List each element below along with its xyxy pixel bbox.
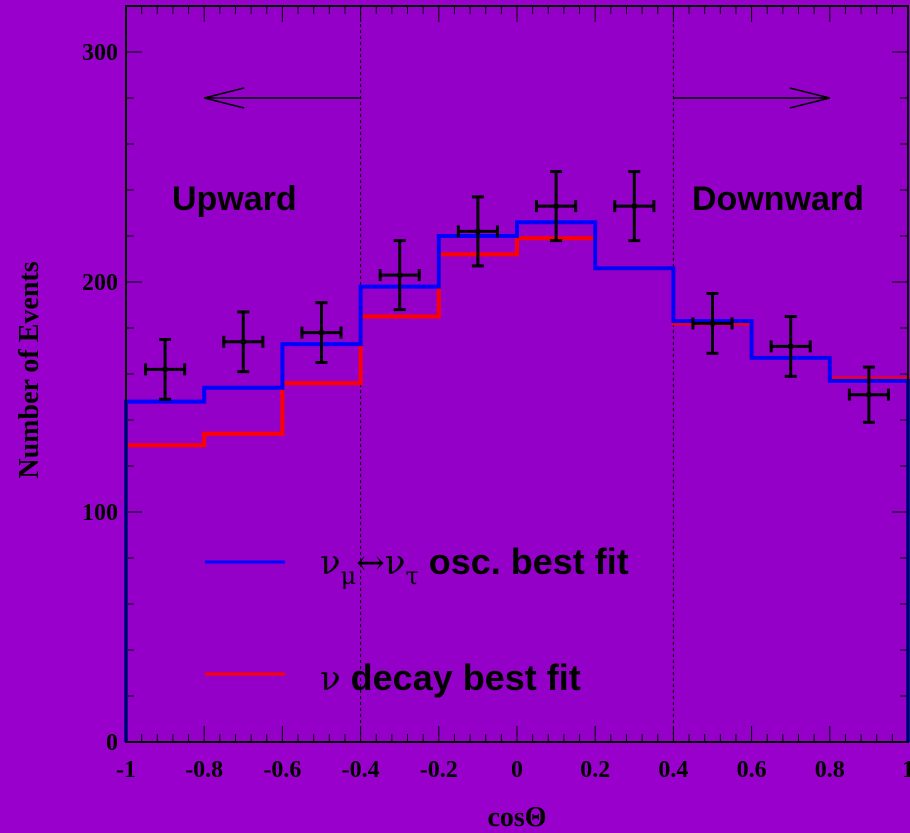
data-point: [456, 195, 499, 268]
upward-label: Upward: [172, 180, 297, 218]
point-marker: [709, 320, 716, 327]
y-tick-label: 0: [106, 730, 118, 756]
x-tick-label: -1: [116, 757, 136, 783]
y-tick-label: 300: [82, 40, 118, 66]
legend-osc-suffix: osc. best fit: [419, 541, 629, 582]
point-marker: [787, 343, 794, 350]
point-marker: [318, 329, 325, 336]
legend-osc-nu1: ν: [320, 543, 341, 583]
data-point: [691, 292, 734, 355]
plot-frame: [125, 5, 909, 743]
legend-osc-nu2: ν: [385, 543, 406, 583]
legend-osc-arrow: ↔: [356, 543, 385, 583]
x-tick-label: 0.4: [658, 757, 688, 783]
x-tick-label: 0.2: [580, 757, 610, 783]
data-point: [222, 310, 265, 374]
point-marker: [865, 391, 872, 398]
point-marker: [631, 203, 638, 210]
point-marker: [474, 228, 481, 235]
point-marker: [553, 203, 560, 210]
data-point: [613, 170, 656, 243]
legend-osc-label: νμ↔ντ osc. best fit: [320, 541, 629, 590]
x-axis-title: cosΘ: [487, 802, 546, 833]
point-marker: [240, 338, 247, 345]
legend-osc-sub1: μ: [341, 562, 357, 590]
legend-decay-label: ν decay best fit: [320, 657, 581, 699]
legend: νμ↔ντ osc. best fit ν decay best fit: [205, 541, 629, 699]
direction-arrows: [204, 87, 830, 109]
data-point: [378, 239, 421, 312]
point-marker: [396, 272, 403, 279]
data-point: [144, 338, 187, 401]
data-point: [535, 170, 578, 243]
x-tick-label: 0.6: [737, 757, 767, 783]
tick-labels: -1 -0.8 -0.6 -0.4 -0.2 0 0.2 0.4 0.6 0.8 1 0 100 200 3…: [82, 40, 910, 783]
data-point: [300, 301, 343, 364]
data-points: [144, 170, 890, 424]
legend-osc-sub2: τ: [405, 562, 418, 590]
plot-area: [126, 6, 908, 742]
point-marker: [162, 366, 169, 373]
x-tick-label: -0.8: [185, 757, 223, 783]
y-axis-title: Number of Events: [14, 261, 45, 478]
y-tick-label: 100: [82, 500, 118, 526]
x-tick-label: 0.8: [815, 757, 845, 783]
upward-arrow-head: [204, 87, 245, 109]
x-tick-label: 0: [511, 757, 523, 783]
downward-label: Downward: [692, 180, 864, 218]
downward-arrow-head: [789, 87, 830, 109]
legend-decay-suffix: decay best fit: [341, 657, 581, 698]
x-tick-label: -0.6: [263, 757, 301, 783]
data-point: [847, 365, 890, 424]
x-tick-label: -0.2: [420, 757, 458, 783]
data-point: [769, 315, 812, 378]
x-tick-label: -0.4: [342, 757, 380, 783]
y-tick-label: 200: [82, 270, 118, 296]
x-tick-label: 1: [902, 757, 910, 783]
legend-decay-nu: ν: [320, 659, 341, 699]
